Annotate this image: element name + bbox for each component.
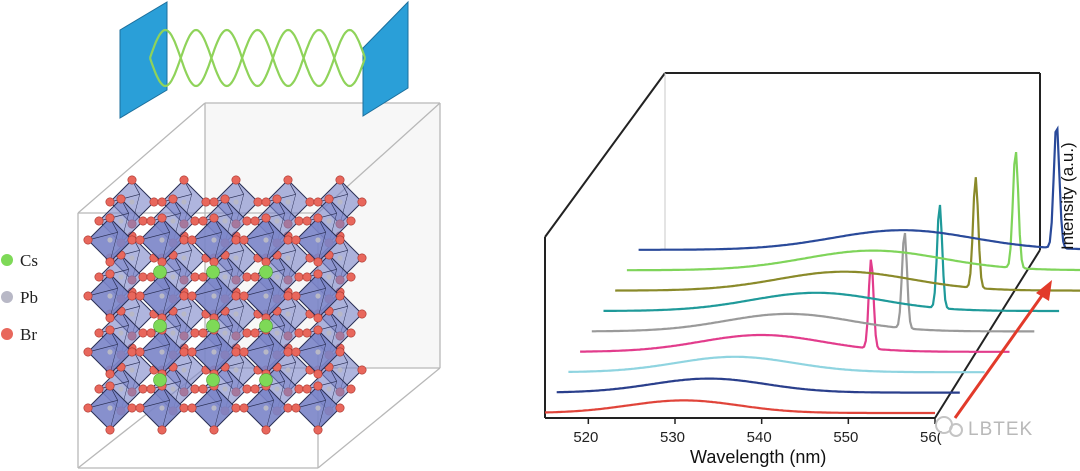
legend-swatch-pb [1,291,13,303]
spectrum-series-7 [615,177,1080,292]
spectrum-series-8 [626,151,1080,272]
right-mirror [362,0,409,117]
y-axis-label: Intensity (a.u.) [1058,142,1077,250]
spectrum-series-3 [568,355,985,374]
x-axis-ticks: 520 530 540 550 56( [573,418,942,446]
spectrum-series-5 [591,232,1035,333]
legend-label-cs: Cs [20,251,38,270]
legend-label-pb: Pb [20,288,38,307]
perovskite-lattice [83,175,367,435]
crystal-diagram: Cs Pb Br [1,0,441,469]
optical-cavity [119,0,409,119]
spectrum-series-9 [638,125,1080,251]
watermark-text: LBTEK [968,419,1033,440]
standing-wave-upper [148,28,367,88]
legend-swatch-cs [1,254,13,266]
chart-frame [544,72,1041,419]
spectrum-series-2 [556,377,960,394]
spectrum-series-1 [544,399,935,415]
standing-wave-lower [148,28,367,88]
legend-label-br: Br [20,325,37,344]
watermark: LBTEK [935,416,1033,440]
spectrum-series-4 [580,259,1010,353]
x-tick-label: 540 [747,429,772,446]
x-tick-label: 530 [660,429,685,446]
atom-legend: Cs Pb Br [1,251,38,344]
spectra-series [544,125,1080,415]
spectra-chart: 520 530 540 550 56( Wavelength (nm) Intensit… [544,72,1080,467]
x-axis-label: Wavelength (nm) [690,447,826,467]
spectrum-series-6 [603,204,1060,313]
series-order-arrow [953,280,1052,419]
x-tick-label: 550 [833,429,858,446]
x-tick-label: 520 [573,429,598,446]
legend-swatch-br [1,328,13,340]
x-tick-label: 56( [920,429,942,446]
left-mirror [119,1,168,119]
